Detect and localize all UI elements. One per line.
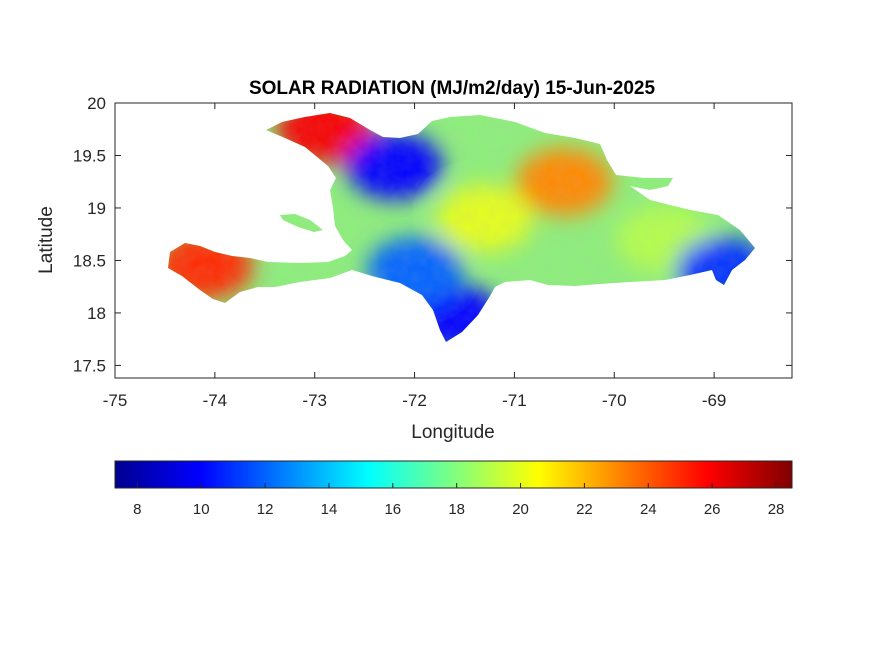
- y-tick-label: 20: [87, 94, 106, 113]
- y-tick-label: 18: [87, 304, 106, 323]
- x-tick-label: -69: [702, 391, 727, 410]
- y-tick-label: 17.5: [73, 356, 106, 375]
- x-tick-label: -70: [602, 391, 627, 410]
- x-tick-label: -75: [103, 391, 128, 410]
- colorbar-tick-label: 18: [448, 501, 465, 518]
- colorbar-tick-label: 12: [257, 501, 274, 518]
- x-tick-label: -71: [502, 391, 527, 410]
- colorbar-tick-label: 14: [321, 501, 338, 518]
- y-axis-label: Latitude: [36, 206, 57, 274]
- y-tick-label: 19: [87, 199, 106, 218]
- x-tick-label: -73: [302, 391, 327, 410]
- colorbar-ticks: 8 10 12 14 16 18 20 22 24 26 28: [133, 483, 784, 518]
- colorbar-tick-label: 10: [193, 501, 210, 518]
- x-axis-label: Longitude: [411, 422, 494, 443]
- chart-title: SOLAR RADIATION (MJ/m2/day) 15-Jun-2025: [249, 78, 656, 99]
- colorbar-tick-label: 22: [576, 501, 593, 518]
- colorbar-tick-label: 28: [768, 501, 785, 518]
- x-tick-label: -74: [203, 391, 228, 410]
- x-axis-ticks: -75 -74 -73 -72 -71 -70 -69: [103, 103, 727, 410]
- colorbar-tick-label: 16: [384, 501, 401, 518]
- colorbar: [114, 460, 793, 489]
- colorbar-tick-label: 20: [512, 501, 529, 518]
- colorbar-tick-label: 26: [704, 501, 721, 518]
- colorbar-tick-label: 24: [640, 501, 657, 518]
- y-tick-label: 18.5: [73, 251, 106, 270]
- y-tick-label: 19.5: [73, 146, 106, 165]
- x-tick-label: -72: [402, 391, 427, 410]
- colorbar-tick-label: 8: [133, 501, 141, 518]
- y-axis-ticks: 17.5 18 18.5 19 19.5 20: [73, 94, 792, 375]
